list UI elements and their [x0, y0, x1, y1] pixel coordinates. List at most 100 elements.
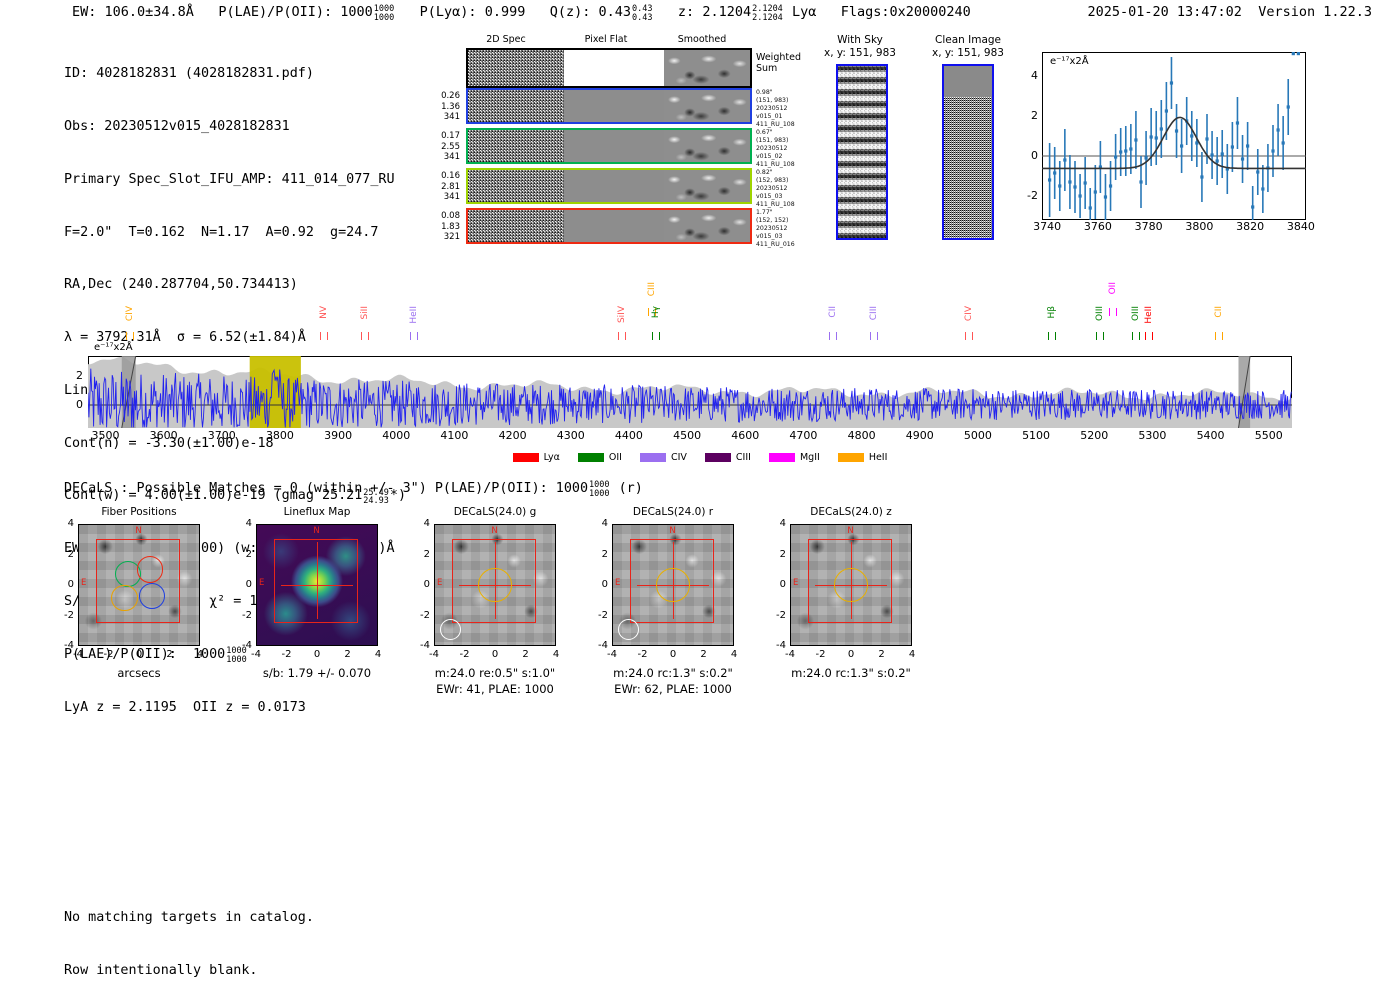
timestamp-version: 2025-01-20 13:47:02 Version 1.22.3: [1088, 4, 1373, 20]
emission-line-label: SiIV: [616, 306, 627, 324]
axis-tick-label: -4: [251, 649, 261, 660]
info-line-obs: Obs: 20230512v015_4028182831: [64, 118, 290, 134]
axis-tick-label: -4: [420, 640, 430, 651]
decals-suffix: (r): [618, 481, 643, 496]
gmag-range: 25.49 24.93: [363, 487, 389, 507]
legend-item: OII: [577, 452, 622, 463]
weighted-sum-smoothed-image: [664, 50, 750, 86]
emission-line-tick: [1048, 332, 1057, 340]
legend-label: CIV: [670, 452, 687, 463]
weighted-sum-strip: [466, 48, 752, 88]
axis-tick-label: 3740: [1033, 220, 1062, 233]
cutout-panel-photometry: m:24.0 re:0.5" s:1.0": [434, 666, 556, 680]
axis-tick-label: 4: [374, 649, 382, 660]
fiber-left-stats: 0.08 1.83 321: [441, 211, 460, 242]
axis-tick-label: 2: [67, 548, 74, 560]
qz-value: 0.43: [598, 4, 632, 20]
fiber-pixelflat-image: [564, 170, 664, 202]
cutout-panel-photometry: m:24.0 rc:1.3" s:0.2": [791, 666, 911, 680]
aperture-box: [451, 539, 536, 624]
axis-tick-label: 4: [1031, 69, 1038, 82]
weighted-sum-label: Weighted Sum: [756, 52, 801, 74]
compass-east: E: [81, 577, 87, 588]
axis-tick-label: 4100: [440, 429, 469, 442]
emission-line-tick: [617, 332, 626, 340]
aperture-box: [273, 539, 358, 624]
qz-label: Q(z):: [549, 4, 591, 20]
axis-tick-label: -2: [64, 609, 74, 621]
axis-tick-label: 3800: [265, 429, 294, 442]
axis-tick-label: 2: [1031, 109, 1038, 122]
compass-north: N: [313, 526, 320, 536]
emission-line-tick: [360, 332, 369, 340]
flags-value: Flags:0x20000240: [840, 4, 971, 20]
fiber-smoothed-image: [664, 210, 750, 242]
plae-value: 1000: [340, 4, 373, 20]
fiber-right-meta: 0.98" (151, 983) 20230512 v015_01 411_RU_108: [756, 89, 795, 128]
emission-line-label: CIV: [963, 306, 974, 322]
legend-swatch: [837, 453, 864, 462]
emission-line-label: NV: [318, 306, 329, 319]
footer-note: No matching targets in catalog. Row inte…: [64, 874, 314, 997]
full-spectrum-plot: CIV NV SiII HeII CIII SiIV Hγ CII CIII CIV Hβ OIII O…: [76, 282, 1298, 452]
cutout-panel-title: Fiber Positions: [101, 506, 177, 518]
cutout-panel-title: DECaLS(24.0) r: [632, 506, 714, 518]
fiber-2dspec-image: [468, 210, 564, 242]
ew-value: 106.0±34.8Å: [104, 4, 194, 20]
header-summary-line: EW: 106.0±34.8Å P(LAE)/P(OII): 1000 1000 1…: [72, 4, 971, 22]
full-spectrum-canvas: [88, 356, 1292, 428]
info-line-contn: Cont(n) = -3.30(±1.00)e-18: [64, 435, 274, 451]
axis-tick-label: -2: [776, 609, 786, 621]
axis-tick-label: 5300: [1138, 429, 1167, 442]
cleanimage-masked-region: [944, 66, 992, 97]
legend-label: Lyα: [543, 452, 560, 463]
compass-east: E: [259, 577, 265, 588]
axis-tick-label: 4: [423, 518, 430, 529]
emission-line-label: CIV: [124, 306, 135, 322]
fiber-smoothed-image: [664, 90, 750, 122]
fiber-pixelflat-image: [564, 130, 664, 162]
zoomplot-xticks: 3740 3760 3780 3800 3820 3840: [1033, 220, 1315, 238]
axis-tick-label: -4: [64, 640, 74, 651]
legend-item: CIII: [704, 452, 751, 463]
axis-tick-label: 3500: [91, 429, 120, 442]
fiber-2dspec-image: [468, 90, 564, 122]
axis-tick-label: -2: [815, 649, 826, 660]
legend-item: MgII: [768, 452, 820, 463]
axis-tick-label: 2: [878, 649, 885, 660]
cutout-panel-xlabel: s/b: 1.79 +/- 0.070: [262, 666, 372, 680]
emission-line-tick: [648, 308, 657, 316]
compass-east: E: [793, 577, 799, 588]
cleanimage-image: [942, 64, 994, 240]
emission-line-tick: [409, 332, 418, 340]
info-line-plae: P(LAE)/P(OII): 1000 1000 1000: [64, 645, 247, 665]
compass-east: E: [437, 577, 443, 588]
z-label: z:: [677, 4, 695, 20]
compass-north: N: [847, 526, 854, 536]
axis-tick-label: 4700: [789, 429, 818, 442]
axis-tick-label: 5400: [1196, 429, 1225, 442]
psf-indicator: [617, 618, 640, 641]
legend-item: HeII: [837, 452, 887, 463]
emission-line-label: Hβ: [1047, 306, 1058, 319]
axis-tick-label: 2: [700, 649, 707, 660]
axis-tick-label: -2: [1027, 189, 1038, 202]
axis-tick-label: 0: [423, 579, 430, 590]
legend-label: CIII: [735, 452, 751, 463]
legend-item: Lyα: [512, 452, 560, 463]
axis-tick-label: 3780: [1134, 220, 1163, 233]
axis-tick-label: 4600: [731, 429, 760, 442]
legend-label: OII: [608, 452, 622, 463]
axis-tick-label: 4900: [905, 429, 934, 442]
axis-tick-label: -4: [785, 649, 795, 660]
catalog-aperture-circle: [656, 568, 690, 602]
axis-tick-label: 4000: [382, 429, 411, 442]
emission-line-label: CIII: [869, 306, 880, 321]
info-line-redshifts: LyA z = 2.1195 OII z = 0.0173: [64, 699, 306, 715]
compass-north: N: [491, 526, 498, 536]
axis-tick-label: 4: [67, 518, 74, 529]
